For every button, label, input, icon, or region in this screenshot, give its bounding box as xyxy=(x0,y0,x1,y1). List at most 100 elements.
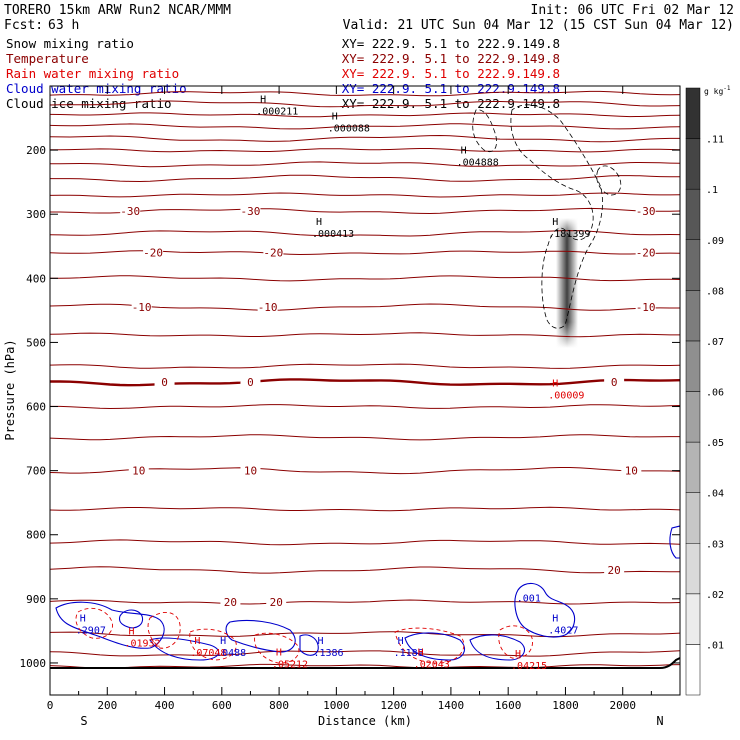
cloud-water-contour xyxy=(404,632,465,661)
temperature-contour xyxy=(50,100,680,108)
cloud-water-contour xyxy=(149,637,220,661)
maximum-value: .000088 xyxy=(328,124,370,135)
maximum-symbol: H xyxy=(552,614,558,625)
colorbar-tick-label: .1 xyxy=(706,185,718,196)
x-tick-label: 0 xyxy=(47,699,54,712)
temperature-contour xyxy=(50,303,680,311)
colorbar-swatch xyxy=(685,492,701,544)
maximum-value: .00009 xyxy=(548,390,584,401)
maximum-symbol: H xyxy=(317,636,323,647)
temperature-contour xyxy=(50,663,680,669)
temperature-contours: -30 -30 -30 -20 -20 -20 -10 -10 -10 0 0 0 10 10 10 20 20… xyxy=(50,90,680,669)
maximum-symbol: H xyxy=(80,614,86,625)
maximum-value: .000413 xyxy=(312,229,354,240)
contour-label: -30 xyxy=(120,205,140,218)
maximum-value: .04215 xyxy=(511,661,547,672)
maximum-symbol: H xyxy=(552,217,558,228)
contour-label: 0 xyxy=(247,376,254,389)
maximum-value: .000211 xyxy=(256,106,298,117)
y-tick-label: 800 xyxy=(26,529,46,542)
x-tick-label: 1600 xyxy=(495,699,522,712)
legend-label: Cloud ice mixing ratio xyxy=(6,96,172,111)
valid-time: Valid: 21 UTC Sun 04 Mar 12 (15 CST Sun … xyxy=(343,18,734,33)
contour-label-bg xyxy=(635,302,656,313)
y-tick-label: 200 xyxy=(26,144,46,157)
contour-label-bg xyxy=(604,377,625,388)
maximum-value: .001 xyxy=(517,594,541,605)
maximum-symbol: H xyxy=(552,378,558,389)
maximum-symbol: H xyxy=(515,649,521,660)
maximum-value: .07048 xyxy=(190,648,226,659)
model-title: TORERO 15km ARW Run2 NCAR/MMM xyxy=(4,3,231,18)
contour-label: -30 xyxy=(241,205,261,218)
rain-contour xyxy=(498,625,533,659)
temperature-contour xyxy=(50,378,680,387)
contour-label: -20 xyxy=(143,247,163,260)
x-tick-label: 400 xyxy=(155,699,175,712)
colorbar-swatch xyxy=(685,87,701,139)
legend-label: Rain water mixing ratio xyxy=(6,66,179,81)
y-tick-label: 400 xyxy=(26,272,46,285)
temperature-contour xyxy=(50,123,680,130)
contour-label: 20 xyxy=(608,564,621,577)
y-tick-label: 1000 xyxy=(20,657,47,670)
maximum-symbol: H xyxy=(461,146,467,157)
legend: Snow mixing ratio XY= 222.9. 5.1 to 222.9… xyxy=(6,36,560,111)
temperature-contour xyxy=(50,174,680,183)
maximum-value: .02043 xyxy=(414,660,450,671)
x-axis: 0 200 400 600 800 1000 1200 1400 1600 1800 2000 xyxy=(47,86,652,712)
contour-label: -30 xyxy=(636,205,656,218)
colorbar-tick-label: .06 xyxy=(706,388,724,399)
contour-label: -20 xyxy=(263,247,283,260)
colorbar-swatch xyxy=(685,290,701,342)
cloud-water-contour xyxy=(669,525,680,559)
maximum-value: .01932 xyxy=(124,639,160,650)
maximum-symbol: H xyxy=(276,648,282,659)
rain-contour xyxy=(75,608,113,639)
contour-label-bg xyxy=(635,206,656,217)
legend-xy: XY= 222.9. 5.1 to 222.9.149.8 xyxy=(342,36,560,51)
cloud-water-contour xyxy=(469,634,525,661)
cloud-water-contour xyxy=(299,634,319,656)
temperature-contour xyxy=(50,332,680,338)
colorbar-swatch xyxy=(685,593,701,645)
x-tick-label: 2000 xyxy=(609,699,636,712)
x-tick-label: 1400 xyxy=(438,699,465,712)
rain-contour xyxy=(394,627,465,664)
maximum-value: .2907 xyxy=(76,626,106,637)
colorbar-tick-label: .09 xyxy=(706,236,724,247)
legend-label: Cloud water mixing ratio xyxy=(6,81,187,96)
legend-label: Snow mixing ratio xyxy=(6,36,134,51)
maximum-value: .4027 xyxy=(548,626,578,637)
colorbar-tick-label: .01 xyxy=(706,640,724,651)
forecast-label: Fcst: xyxy=(4,18,43,33)
maximum-value: .1188 xyxy=(394,648,424,659)
colorbar-unit: g kg-1 xyxy=(704,85,731,96)
cloud-water-contour xyxy=(55,601,165,649)
colorbar-tick-label: .03 xyxy=(706,539,724,550)
temperature-contour xyxy=(50,404,680,410)
cloud-water-contour xyxy=(118,609,144,629)
maximum-symbol: H xyxy=(128,627,134,638)
cloud-ice-contour xyxy=(596,165,622,196)
contour-label-bg xyxy=(266,597,287,608)
x-tick-label: 1000 xyxy=(323,699,350,712)
temperature-contour xyxy=(50,275,680,282)
contour-label: -20 xyxy=(636,247,656,260)
contour-label-bg xyxy=(240,377,261,388)
maximum-symbol: H xyxy=(194,636,200,647)
temperature-contour xyxy=(50,650,680,657)
x-axis-title: Distance (km) xyxy=(318,714,412,728)
maximum-symbol: H xyxy=(220,636,226,647)
maximum-value: .05212 xyxy=(272,660,308,671)
legend-xy: XY= 222.9. 5.1 to 222.9.149.8 xyxy=(342,51,560,66)
temperature-contour xyxy=(50,230,680,237)
colorbar: .01 .02 .03 .04 .05 .06 .07 .08 .09 .1 .11 xyxy=(685,87,724,696)
temperature-contour xyxy=(50,90,680,97)
colorbar-tick-label: .08 xyxy=(706,286,724,297)
temperature-contour xyxy=(50,363,680,369)
contour-label-bg xyxy=(621,465,642,476)
maximum-symbol: H xyxy=(316,217,322,228)
colorbar-tick-label: .07 xyxy=(706,337,724,348)
